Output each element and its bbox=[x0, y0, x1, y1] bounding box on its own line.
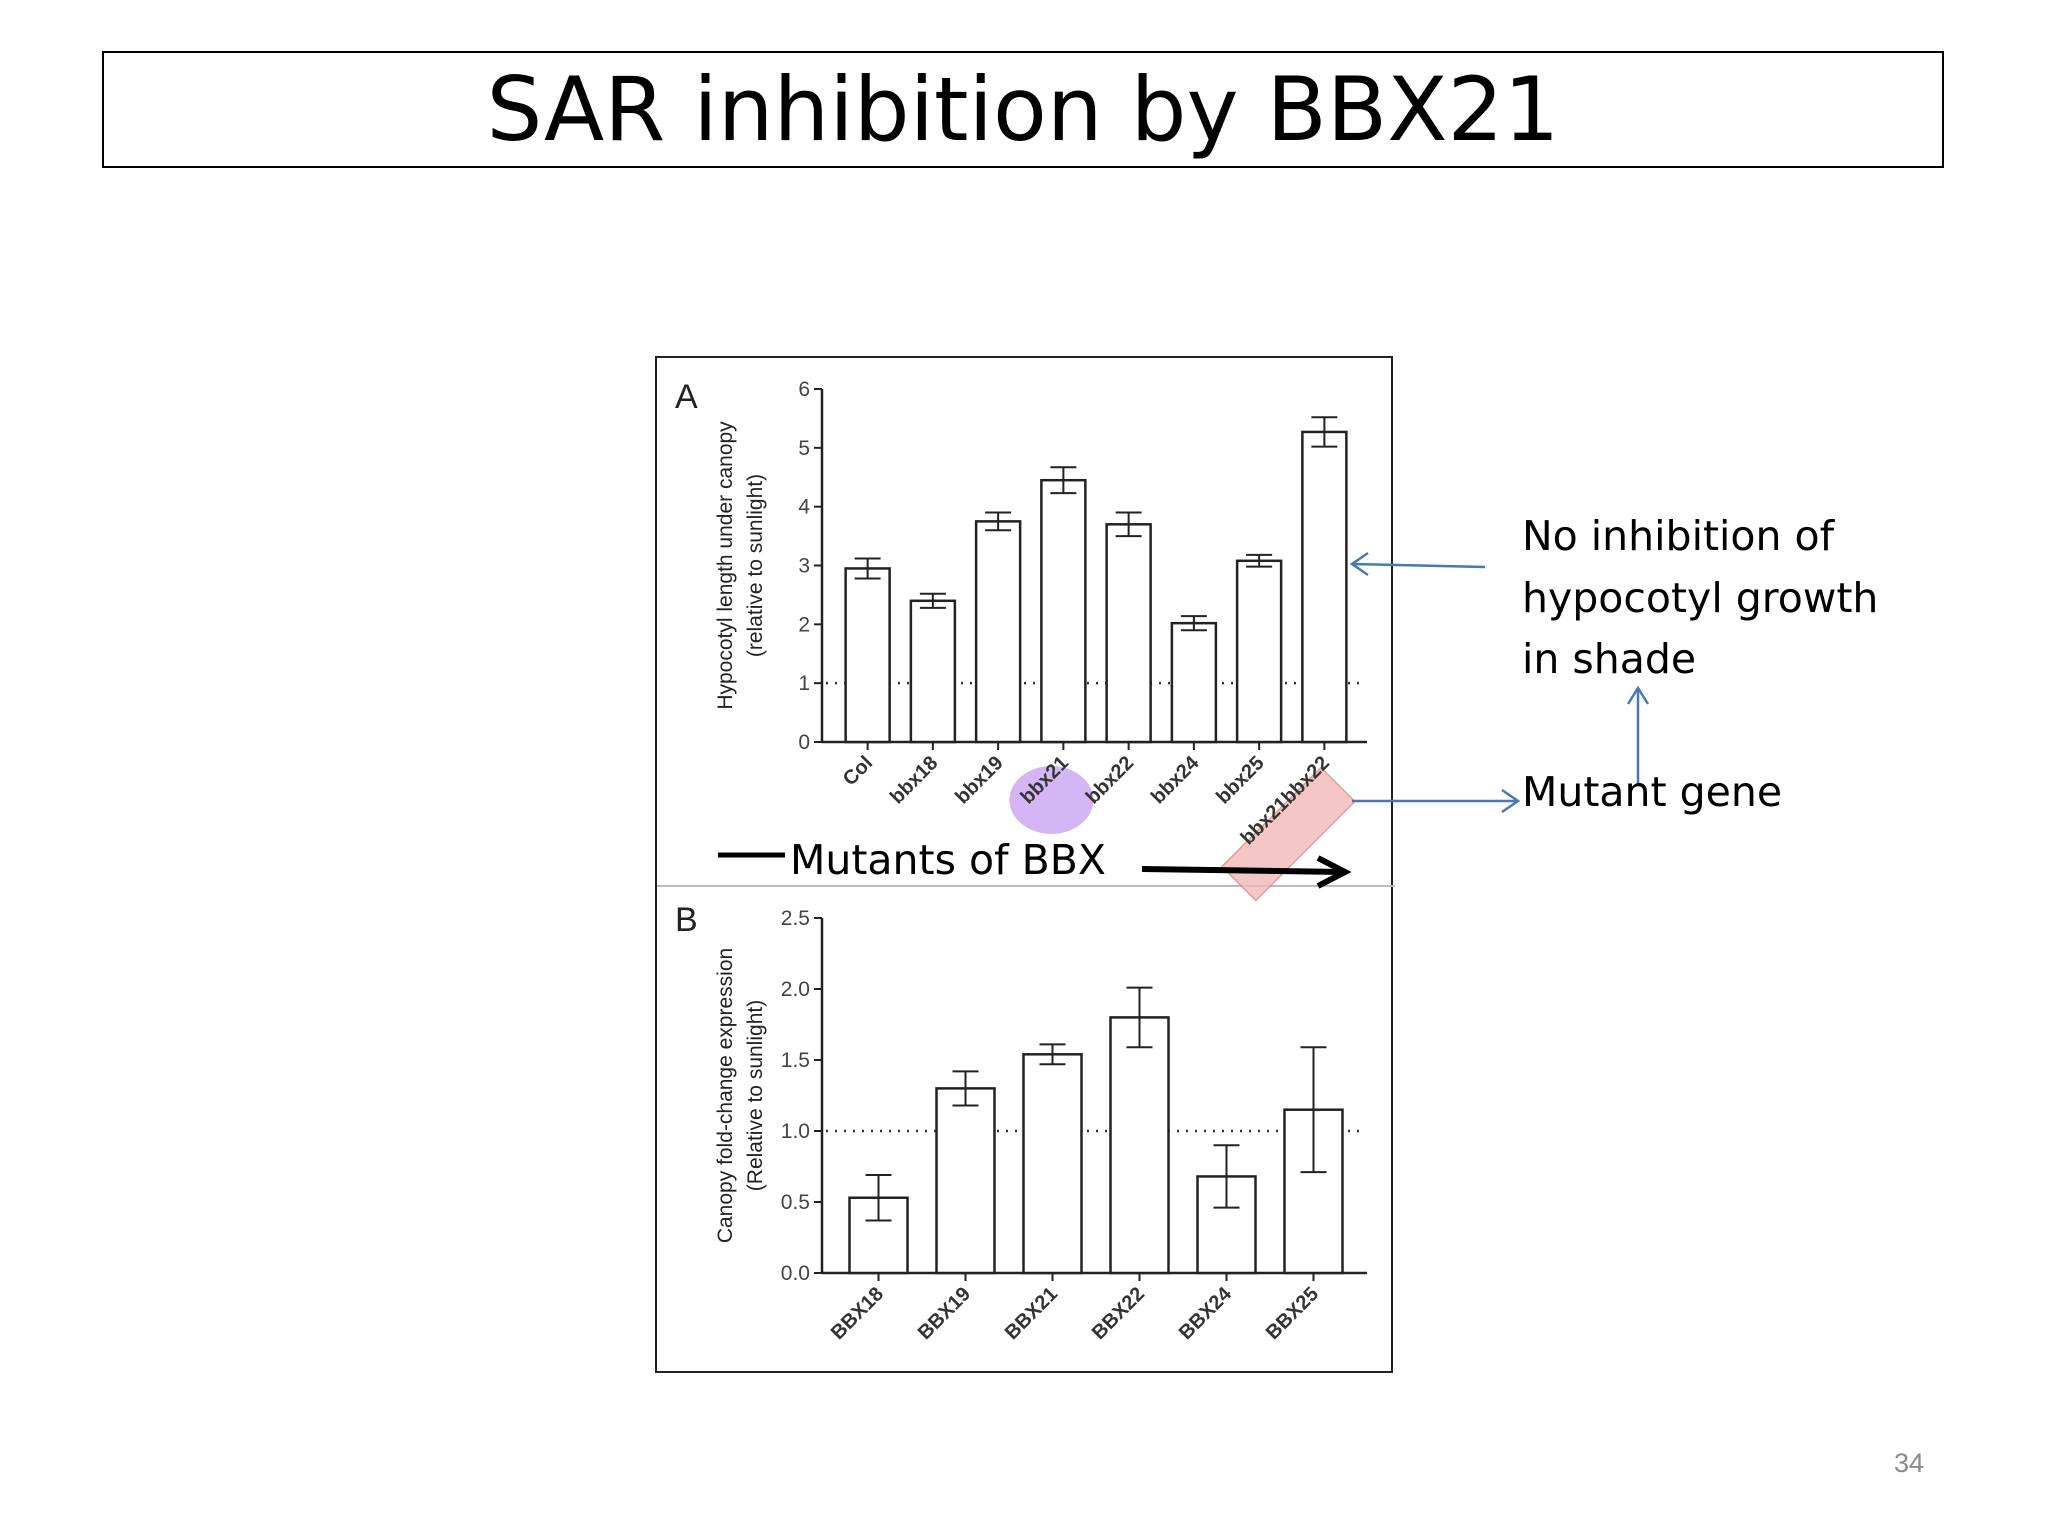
panel-label-b: B bbox=[675, 901, 698, 939]
y-tick-label: 1.5 bbox=[781, 1049, 810, 1072]
y-axis-label: Canopy fold-change expression bbox=[714, 948, 737, 1243]
y-tick-label: 1.0 bbox=[781, 1120, 810, 1143]
y-tick-label: 0.0 bbox=[781, 1262, 810, 1285]
x-tick-label: bbx22 bbox=[1082, 752, 1138, 808]
x-tick-label: bbx18 bbox=[886, 752, 942, 808]
no-inhibition-line-2: hypocotyl growth bbox=[1522, 573, 1879, 622]
title-box: SAR inhibition by BBX21 bbox=[102, 51, 1944, 168]
bar bbox=[1301, 430, 1348, 744]
y-axis-label: (relative to sunlight) bbox=[744, 474, 767, 657]
bar bbox=[1040, 478, 1087, 744]
x-tick-label: bbx19 bbox=[951, 752, 1007, 808]
x-tick-label: BBX18 bbox=[827, 1283, 888, 1344]
panel-label-a: A bbox=[675, 378, 698, 416]
bar bbox=[974, 520, 1022, 744]
chart-b: 0.0 0.5 1.0 1.5 2.0 2.5 Canopy fold-change exp… bbox=[714, 907, 1367, 1344]
x-tick-label: bbx24 bbox=[1147, 751, 1204, 808]
no-inhibition-line-1: No inhibition of bbox=[1522, 512, 1835, 560]
y-tick-label: 4 bbox=[798, 496, 810, 519]
y-tick-label: 2.5 bbox=[781, 907, 810, 930]
y-tick-label: 2.0 bbox=[781, 978, 810, 1001]
y-tick-label: 1 bbox=[798, 672, 810, 695]
x-tick-label: BBX25 bbox=[1262, 1283, 1323, 1344]
no-inhibition-line-3: in shade bbox=[1522, 635, 1697, 683]
y-tick-label: 6 bbox=[798, 378, 810, 401]
mutant-gene-arrowhead bbox=[1501, 788, 1521, 814]
mutants-of-bbx-note: Mutants of BBX bbox=[790, 836, 1106, 884]
y-tick-label: 5 bbox=[798, 437, 810, 460]
page-number: 34 bbox=[1893, 1448, 1924, 1478]
mutant-gene-note: Mutant gene bbox=[1522, 768, 1783, 816]
bar bbox=[1170, 621, 1218, 744]
y-tick-label: 0.5 bbox=[781, 1191, 810, 1214]
bar bbox=[1109, 1016, 1170, 1275]
y-tick-label: 0 bbox=[798, 731, 810, 754]
bar bbox=[1235, 559, 1283, 744]
y-tick-label: 2 bbox=[798, 613, 810, 636]
bar bbox=[909, 599, 957, 744]
figure-svg: A B 0 1 2 3 4 5 6 Hypocotyl length under canopy (r… bbox=[657, 378, 1395, 1344]
highlight-bbx21 bbox=[1009, 766, 1094, 834]
y-tick-label: 3 bbox=[798, 555, 810, 578]
no-inhibition-note: No inhibition of hypocotyl growth in sha… bbox=[1522, 506, 1878, 691]
x-tick-label: BBX21 bbox=[1001, 1283, 1062, 1344]
x-tick-label: BBX24 bbox=[1175, 1282, 1237, 1344]
slide-title: SAR inhibition by BBX21 bbox=[486, 57, 1560, 161]
bar bbox=[935, 1087, 996, 1275]
chart-a: 0 1 2 3 4 5 6 Hypocotyl length under canopy (rel… bbox=[714, 378, 1367, 902]
x-tick-label: bbx25 bbox=[1212, 752, 1268, 808]
x-tick-label: Col bbox=[839, 752, 877, 790]
bar bbox=[1105, 523, 1152, 744]
figure-panel: A B 0 1 2 3 4 5 6 Hypocotyl length under canopy (r… bbox=[655, 356, 1395, 1373]
x-tick-label: BBX19 bbox=[914, 1283, 975, 1344]
y-axis-label: Hypocotyl length under canopy bbox=[714, 421, 737, 710]
x-tick-label: BBX22 bbox=[1088, 1283, 1149, 1344]
y-axis-label: (Relative to sunlight) bbox=[744, 1000, 767, 1191]
bar bbox=[844, 567, 891, 744]
bar bbox=[1022, 1053, 1083, 1275]
